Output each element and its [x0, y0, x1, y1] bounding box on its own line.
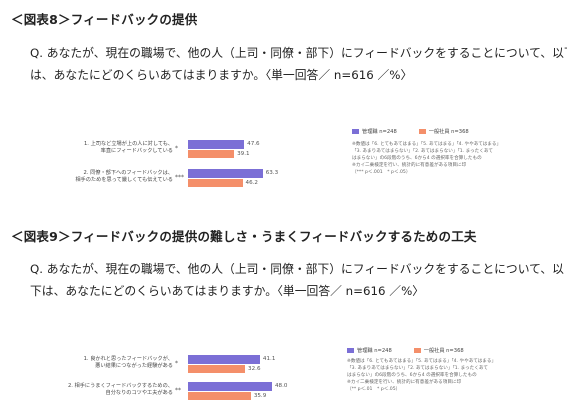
fig8-bar-manager: [188, 169, 263, 178]
fig8-notes: ※数値は「6. とてもあてはまる」「5. あてはまる」「4. ややあてはまる」 …: [352, 141, 562, 176]
fig9-legend-manager-swatch: [347, 347, 354, 354]
fig9-question: Q. あなたが、現在の職場で、他の人（上司・同僚・部下）にフィードバックをするこ…: [30, 258, 564, 302]
fig8-value-label: 46.2: [245, 179, 258, 186]
fig8-category-label: 1. 上司など立場が上の人に対しても、 率直にフィードバックしている: [83, 140, 173, 154]
fig8-bar-manager: [188, 140, 245, 149]
fig8-note-line: ※カイ二乗検定を行い、統計的に有意差がある項目に印: [352, 163, 467, 168]
fig8-value-label: 39.1: [237, 150, 250, 157]
fig8-legend-staff-swatch: [418, 128, 426, 135]
fig9-legend-manager: 管理職 n=248: [347, 347, 392, 354]
fig8-value-label: 47.6: [247, 141, 260, 147]
fig8-question: Q. あなたが、現在の職場で、他の人（上司・同僚・部下）にフィードバックをするこ…: [30, 42, 567, 86]
fig9-significance-mark: **: [175, 387, 181, 394]
fig8-question-line2: は、あなたにどのくらいあてはまりますか。〈単一回答／ n=616 ／%〉: [30, 68, 413, 82]
fig8-question-line1: Q. あなたが、現在の職場で、他の人（上司・同僚・部下）にフィードバックをするこ…: [30, 46, 567, 60]
fig9-category-label: 2. 相手にうまくフィードバックするための、 自分なりのコツや工夫がある: [67, 382, 173, 396]
fig9-value-label: 48.0: [275, 383, 288, 389]
fig9-question-line2: 下は、あなたにどのくらいあてはまりますか。〈単一回答／ n=616 ／%〉: [30, 284, 425, 298]
fig9-significance-mark: *: [175, 360, 178, 367]
fig9-legend-staff-label: 一般社員 n=368: [423, 348, 464, 354]
fig9-note-line: ※カイ二乗検定を行い、統計的に有意差がある項目に印: [347, 380, 462, 385]
fig9-legend-staff: 一般社員 n=368: [413, 347, 464, 354]
fig8-bar-staff: [188, 178, 243, 187]
fig8-significance-mark: ***: [175, 174, 184, 181]
fig8-note-line: ※数値は「6. とてもあてはまる」「5. あてはまる」「4. ややあてはまる」: [352, 142, 502, 147]
fig9-note-line: 「3. あまりあてはまらない」「2. あてはまらない」「1. まったくあて: [347, 366, 488, 371]
fig9-bar-manager: [188, 382, 272, 391]
fig8-category-label: 2. 同僚・部下へのフィードバックは、 相手のためを思って厳しくても伝えている: [75, 169, 173, 183]
fig9-note-line: はまらない」の6段階のうち、6から4 の選択率を合算したもの: [347, 373, 477, 378]
fig8-value-label: 63.3: [265, 170, 279, 176]
fig9-bar-staff: [188, 364, 246, 373]
fig8-note-line: 「3. あまりあてはまらない」「2. あてはまらない」「1. まったくあて: [352, 149, 493, 154]
fig9-question-line1: Q. あなたが、現在の職場で、他の人（上司・同僚・部下）にフィードバックをするこ…: [30, 262, 564, 276]
fig8-legend-staff: 一般社員 n=368: [418, 128, 469, 135]
fig9-value-label: 35.9: [253, 392, 267, 399]
fig9-category-label: 1. 良かれと思ったフィードバックが、 悪い結果につながった経験がある: [83, 355, 173, 369]
fig9-notes: ※数値は「6. とてもあてはまる」「5. あてはまる」「4. ややあてはまる」 …: [347, 358, 562, 393]
fig9-value-label: 41.1: [262, 356, 276, 362]
fig8-bar-staff: [188, 149, 235, 158]
fig9-bar-staff: [188, 391, 251, 400]
fig8-legend-staff-label: 一般社員 n=368: [428, 129, 469, 135]
fig8-legend: 管理職 n=248 一般社員 n=368: [352, 128, 469, 135]
fig9-legend: 管理職 n=248 一般社員 n=368: [347, 347, 464, 354]
fig9-note-line: （** p＜.01 * p＜.05）: [347, 387, 401, 392]
fig9-note-line: ※数値は「6. とてもあてはまる」「5. あてはまる」「4. ややあてはまる」: [347, 359, 497, 364]
fig8-heading: ＜図表8＞フィードバックの提供: [11, 12, 198, 27]
fig9-value-label: 32.6: [248, 365, 261, 372]
fig8-note-line: （*** p＜.001 * p＜.05）: [352, 170, 411, 175]
fig9-bar-manager: [188, 355, 260, 364]
fig8-note-line: はまらない」の6段階のうち、6から4 の選択率を合算したもの: [352, 156, 482, 161]
fig8-legend-manager-label: 管理職 n=248: [362, 129, 397, 135]
fig9-legend-staff-swatch: [413, 347, 421, 354]
fig9-legend-manager-label: 管理職 n=248: [357, 348, 392, 354]
fig8-significance-mark: *: [175, 145, 178, 152]
fig8-legend-manager-swatch: [352, 128, 359, 135]
fig8-legend-manager: 管理職 n=248: [352, 128, 397, 135]
fig9-heading: ＜図表9＞フィードバックの提供の難しさ・うまくフィードバックするための工夫: [11, 229, 477, 244]
